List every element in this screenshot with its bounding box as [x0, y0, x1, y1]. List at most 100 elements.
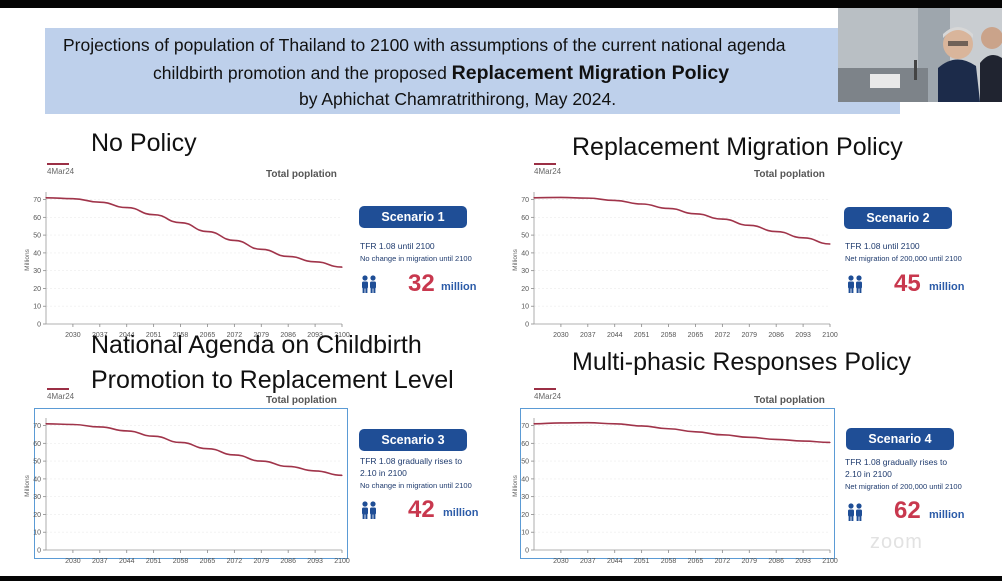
x-tick-label: 2037: [92, 332, 108, 339]
population-unit: million: [929, 281, 965, 293]
speaker-video-feed: [838, 8, 1002, 102]
x-tick-label: 2037: [92, 558, 108, 565]
population-unit: million: [929, 509, 965, 521]
population-data-point: [233, 239, 235, 242]
scenario-migration-text: Net migration of 200,000 until 2100: [845, 482, 962, 491]
x-tick-label: 2058: [173, 332, 189, 339]
x-tick-label: 2030: [553, 332, 569, 339]
y-axis-label: Millions: [512, 474, 519, 496]
chart-caption: Total poplation: [266, 169, 337, 180]
x-tick-label: 2044: [119, 558, 135, 565]
y-tick-label: 10: [33, 304, 41, 311]
x-tick-label: 2079: [741, 558, 757, 565]
x-tick-label: 2093: [795, 332, 811, 339]
x-tick-label: 2079: [741, 332, 757, 339]
banner-policy-name: Replacement Migration Policy: [451, 62, 730, 84]
population-data-point: [314, 261, 316, 263]
y-tick-label: 50: [521, 233, 529, 240]
population-data-point: [748, 436, 750, 438]
population-data-point: [260, 460, 262, 462]
scenario-migration-text: No change in migration until 2100: [360, 254, 472, 263]
y-tick-label: 30: [521, 268, 529, 275]
projected-population-value: 45: [894, 270, 921, 297]
y-tick-label: 50: [33, 459, 41, 466]
population-data-point: [641, 425, 643, 427]
y-tick-label: 10: [33, 530, 41, 537]
x-tick-label: 2058: [661, 558, 677, 565]
x-tick-label: 2037: [580, 332, 596, 339]
x-tick-label: 2086: [280, 332, 296, 339]
people-icon: [848, 275, 862, 293]
x-tick-label: 2051: [634, 558, 650, 565]
scenario-badge: Scenario 4: [846, 428, 954, 450]
x-tick-label: 2051: [146, 332, 162, 339]
population-data-point: [99, 201, 101, 203]
zoom-watermark: zoom: [870, 531, 923, 553]
webcam-video-thumbnail[interactable]: [838, 8, 1002, 102]
y-tick-label: 70: [33, 197, 41, 204]
population-data-point: [341, 474, 343, 476]
scenario-tfr-text: TFR 1.08 until 2100: [845, 241, 920, 251]
population-data-point: [533, 197, 535, 199]
x-tick-label: 2051: [146, 558, 162, 565]
slide-header-banner: Projections of population of Thailand to…: [45, 28, 900, 114]
banner-line-2-text: childbirth promotion and the proposed: [153, 63, 452, 83]
y-tick-label: 20: [521, 512, 529, 519]
population-data-point: [314, 470, 316, 472]
y-tick-label: 0: [525, 322, 529, 329]
y-axis-label: Millions: [512, 248, 519, 270]
population-data-point: [533, 423, 535, 425]
population-data-point: [641, 203, 643, 205]
banner-line-1: Projections of population of Thailand to…: [63, 35, 786, 55]
legend-line: [534, 163, 556, 165]
population-series-line: [533, 196, 831, 245]
legend-line: [534, 388, 556, 390]
chart-date-label: 4Mar24: [47, 167, 75, 176]
x-tick-label: 2065: [200, 332, 216, 339]
x-tick-label: 2030: [65, 558, 81, 565]
population-data-point: [748, 224, 750, 226]
x-tick-label: 2030: [65, 332, 81, 339]
population-data-point: [153, 435, 155, 437]
population-data-point: [99, 426, 101, 428]
chart-caption: Total poplation: [754, 169, 825, 180]
population-data-point: [802, 440, 804, 442]
population-data-point: [153, 214, 155, 216]
y-tick-label: 50: [521, 459, 529, 466]
population-data-point: [126, 206, 128, 209]
population-data-point: [667, 207, 670, 210]
people-icon: [362, 501, 376, 519]
y-tick-label: 70: [521, 423, 529, 430]
population-unit: million: [441, 281, 477, 293]
population-series-line: [45, 422, 343, 477]
y-tick-label: 50: [33, 233, 41, 240]
population-data-point: [341, 266, 343, 268]
x-tick-label: 2093: [795, 558, 811, 565]
population-data-point: [179, 441, 182, 444]
scenario-migration-text: Net migration of 200,000 until 2100: [845, 254, 962, 263]
banner-line-2: childbirth promotion and the proposed Re…: [153, 62, 1002, 85]
population-data-point: [287, 255, 289, 258]
chart-date-label: 4Mar24: [534, 392, 562, 401]
population-series-line: [45, 196, 343, 268]
people-icon: [362, 275, 376, 293]
population-data-point: [614, 423, 616, 425]
population-data-point: [587, 422, 589, 424]
population-data-point: [587, 197, 589, 199]
presentation-slide: Projections of population of Thailand to…: [0, 8, 1002, 576]
chart-frame: [34, 408, 348, 559]
x-tick-label: 2086: [280, 558, 296, 565]
population-data-point: [802, 237, 804, 239]
panel-title-line-2: Promotion to Replacement Level: [91, 366, 454, 394]
x-tick-label: 2065: [688, 558, 704, 565]
y-tick-label: 40: [521, 250, 529, 257]
x-tick-label: 2065: [200, 558, 216, 565]
y-axis-label: Millions: [24, 474, 31, 496]
y-tick-label: 60: [33, 441, 41, 448]
population-data-point: [560, 422, 562, 424]
population-unit: million: [443, 507, 479, 519]
x-tick-label: 2037: [580, 558, 596, 565]
population-data-point: [206, 230, 209, 233]
